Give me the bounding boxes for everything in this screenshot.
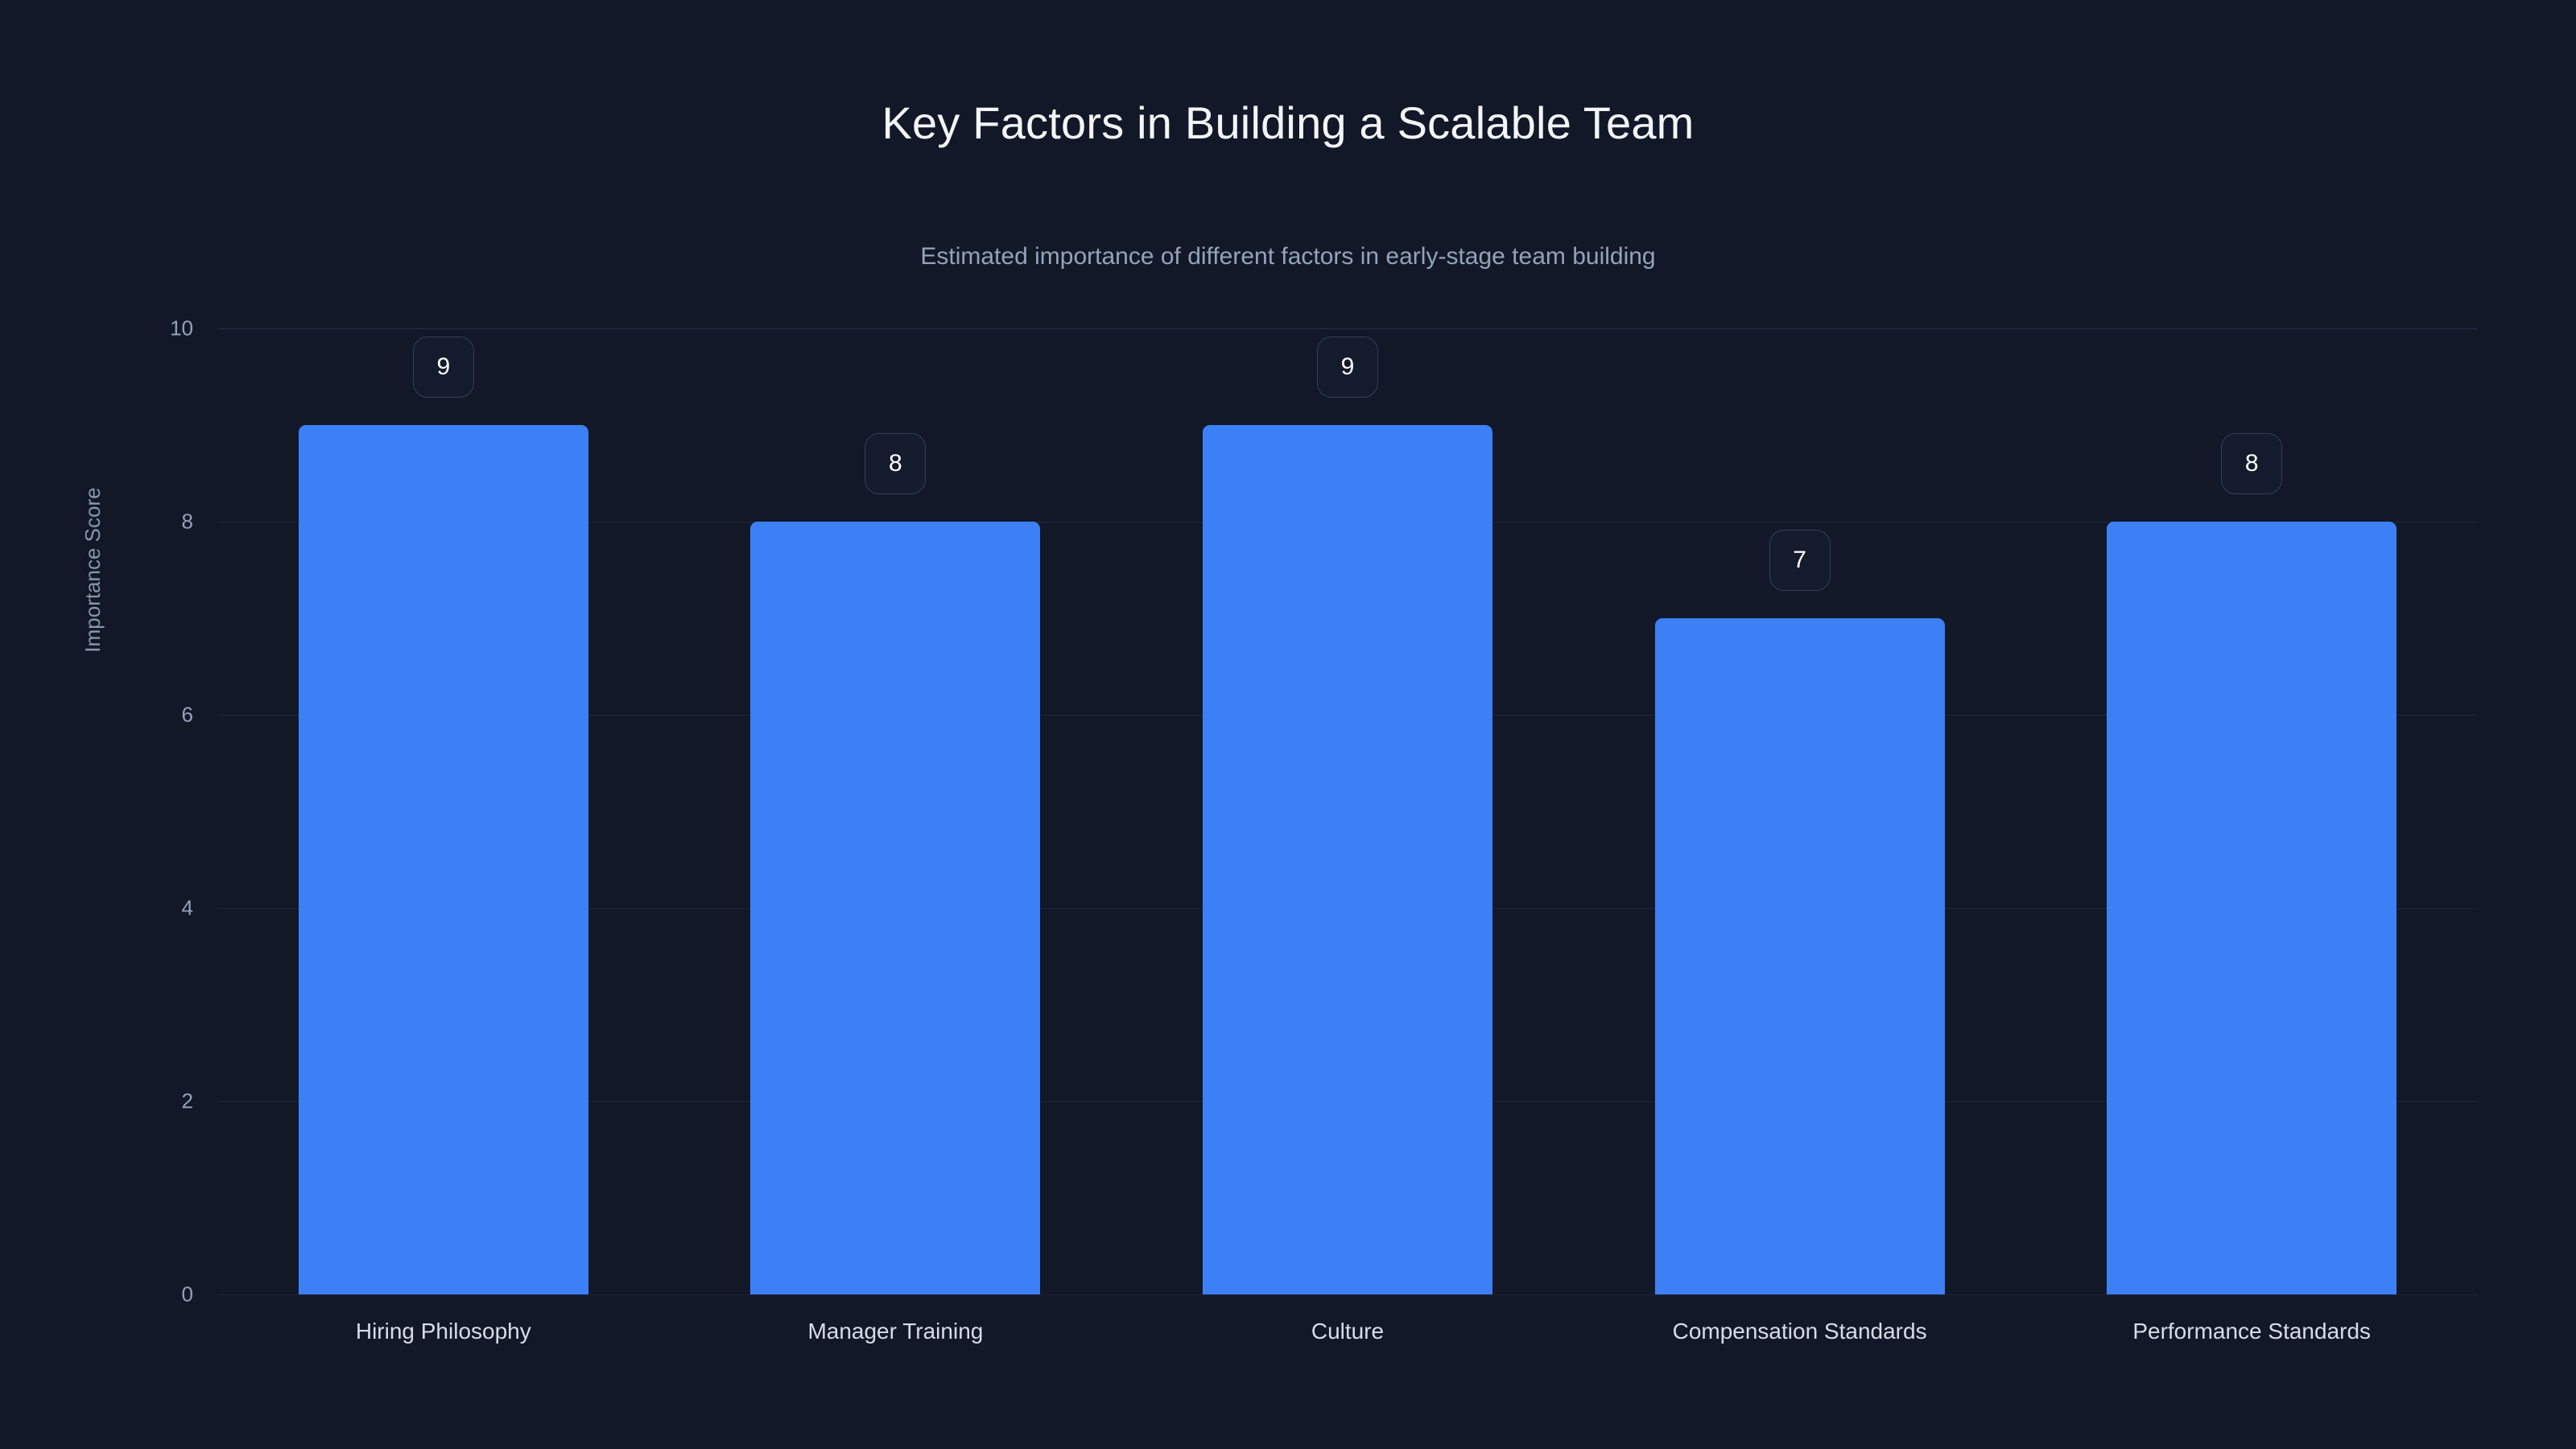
bar-value-badge: 7 — [1769, 530, 1831, 591]
x-tick-label: Manager Training — [807, 1319, 984, 1344]
bar[interactable] — [750, 522, 1041, 1294]
bar[interactable] — [298, 425, 588, 1294]
y-tick-label: 2 — [181, 1088, 193, 1113]
y-tick-label: 4 — [181, 895, 193, 920]
chart-subtitle: Estimated importance of different factor… — [920, 243, 1656, 270]
bar-value-badge: 8 — [2221, 433, 2283, 494]
chart-title: Key Factors in Building a Scalable Team — [881, 97, 1695, 148]
bar[interactable] — [1203, 425, 1492, 1294]
bar-value-badge: 9 — [1317, 336, 1378, 398]
plot-area — [217, 328, 2478, 1295]
x-tick-label: Performance Standards — [2132, 1319, 2372, 1344]
gridline-0 — [217, 1294, 2478, 1295]
y-tick-label: 6 — [181, 702, 193, 727]
y-axis-title: Importance Score — [80, 487, 105, 653]
bar[interactable] — [2107, 522, 2397, 1294]
bar-value-badge: 8 — [865, 433, 927, 494]
y-tick-label: 8 — [181, 509, 193, 534]
x-tick-label: Hiring Philosophy — [355, 1319, 531, 1344]
x-tick-label: Compensation Standards — [1672, 1319, 1927, 1344]
bar-value-badge: 9 — [412, 336, 474, 398]
y-tick-label: 0 — [181, 1282, 193, 1307]
gridline-10 — [217, 328, 2478, 329]
x-tick-label: Culture — [1311, 1319, 1385, 1344]
y-tick-label: 10 — [170, 316, 193, 341]
bar[interactable] — [1654, 618, 1945, 1294]
